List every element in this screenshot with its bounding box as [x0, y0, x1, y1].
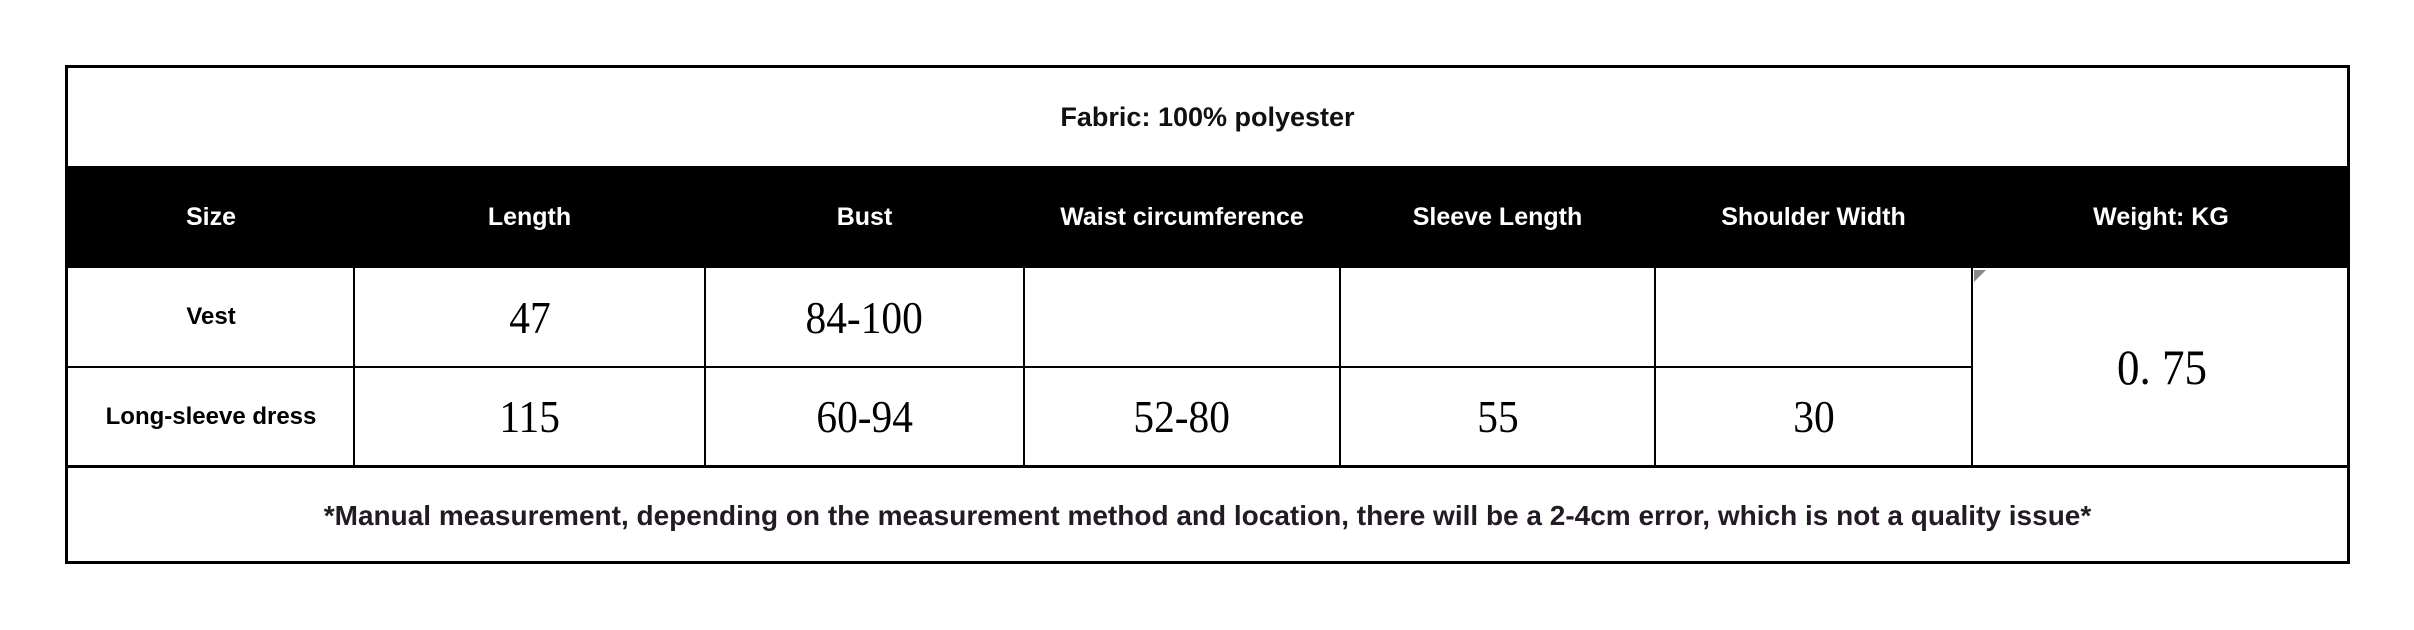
header-weight: Weight: KG — [2093, 202, 2229, 231]
value: 84-100 — [805, 291, 924, 343]
weight-value: 0. 75 — [1973, 268, 2350, 465]
value: 60-94 — [816, 391, 913, 442]
value: 0. 75 — [2116, 338, 2207, 395]
header-sleeve: Sleeve Length — [1412, 202, 1583, 231]
footnote: *Manual measurement, depending on the me… — [323, 499, 2092, 531]
row-vest-bust: 84-100 — [705, 268, 1024, 366]
value: 30 — [1792, 391, 1835, 442]
header-length: Length — [487, 202, 572, 231]
row-vest-sleeve — [1340, 268, 1655, 366]
header-size: Size — [185, 202, 237, 231]
row-dress-shoulder: 30 — [1655, 368, 1972, 465]
row-dress-waist: 52-80 — [1024, 368, 1340, 465]
row-vest-length: 47 — [354, 268, 705, 366]
row-dress-bust: 60-94 — [705, 368, 1024, 465]
size-chart-table: Fabric: 100% polyester Size Length Bust … — [65, 65, 2350, 564]
row-dress-size: Long-sleeve dress — [105, 402, 317, 430]
value: 52-80 — [1133, 391, 1231, 442]
divider — [1971, 268, 1973, 467]
row-vest-size: Vest — [186, 303, 236, 330]
value: 47 — [508, 291, 551, 343]
value: 55 — [1476, 391, 1519, 442]
header-waist: Waist circumference — [1060, 202, 1304, 231]
row-vest-shoulder — [1655, 268, 1972, 366]
row-dress-length: 115 — [354, 368, 705, 465]
comment-marker-icon — [1974, 270, 1986, 282]
fabric-title: Fabric: 100% polyester — [1060, 101, 1355, 132]
row-dress-sleeve: 55 — [1340, 368, 1655, 465]
value: 115 — [499, 391, 560, 442]
divider — [68, 366, 1972, 368]
divider — [68, 465, 2347, 468]
header-shoulder: Shoulder Width — [1721, 202, 1906, 231]
header-bust: Bust — [836, 202, 893, 231]
row-vest-waist — [1024, 268, 1340, 366]
header-row: Size Length Bust Waist circumference Sle… — [68, 166, 2347, 268]
